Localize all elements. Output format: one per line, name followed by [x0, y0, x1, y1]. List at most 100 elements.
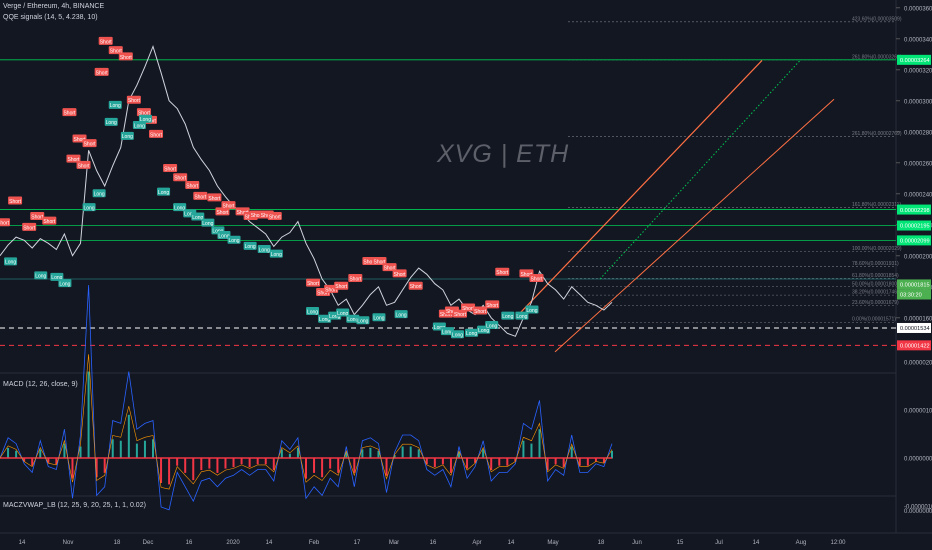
macd-histogram-bar	[127, 414, 130, 459]
short-signal-label: Short	[269, 214, 282, 220]
short-signal-label: Short	[454, 312, 467, 318]
short-signal-marker	[108, 46, 123, 55]
price-badge	[897, 322, 931, 333]
macd-histogram-bar	[498, 458, 501, 466]
short-signal-marker	[461, 303, 476, 312]
macd-histogram-bar	[192, 458, 195, 481]
macd-histogram-bar	[482, 449, 485, 459]
macd-histogram-bar	[554, 458, 557, 465]
time-tick-label: Dec	[143, 540, 154, 546]
macd-histogram-bar	[337, 458, 340, 473]
short-signal-marker	[62, 108, 77, 117]
macd-histogram-bar	[345, 452, 348, 459]
short-signal-label: Short	[150, 132, 163, 138]
short-signal-label: Short	[474, 309, 487, 315]
fib-level-label: 23.60%(0.00001679)	[852, 300, 899, 306]
long-signal-label: Long	[502, 314, 513, 320]
long-signal-marker	[501, 311, 515, 320]
short-signal-marker	[76, 160, 91, 169]
short-signal-marker	[0, 218, 11, 227]
short-signal-label: Short	[31, 214, 44, 220]
macd-histogram-bar	[449, 458, 452, 473]
macd-histogram-bar	[280, 449, 283, 459]
short-signal-label: Short	[96, 70, 109, 76]
short-signal-label: Short	[462, 306, 475, 312]
short-signal-label: Short	[486, 303, 499, 309]
short-signal-marker	[22, 222, 37, 231]
price-badge	[897, 54, 931, 65]
short-signal-label: Short	[223, 204, 236, 210]
short-signal-label: Short	[216, 210, 229, 216]
macd-histogram-bar	[611, 450, 613, 459]
long-signal-label: Long	[134, 123, 145, 129]
short-signal-label: Short	[100, 39, 113, 45]
signal-line	[0, 354, 613, 490]
macd-histogram-bar	[321, 458, 324, 478]
macd-histogram-bar	[401, 446, 404, 459]
price-series-line	[0, 45, 613, 337]
short-signal-label: Short	[394, 272, 407, 278]
short-signal-marker	[372, 256, 387, 265]
short-signal-marker	[136, 108, 151, 117]
long-signal-label: Long	[357, 319, 368, 325]
short-signal-marker	[334, 281, 349, 290]
short-signal-marker	[193, 191, 208, 200]
short-signal-marker	[408, 281, 423, 290]
short-signal-marker	[149, 129, 164, 138]
short-signal-label: Short	[164, 166, 177, 172]
price-badge-label: 0.00002298	[900, 208, 930, 214]
long-signal-marker	[269, 249, 283, 258]
long-signal-marker	[173, 203, 187, 212]
short-signal-marker	[485, 300, 500, 309]
macd-histogram-bar	[538, 429, 541, 459]
macd-histogram-bar	[95, 458, 98, 478]
long-signal-marker	[346, 314, 360, 323]
short-signal-label: Short	[335, 284, 348, 290]
long-signal-label: Long	[110, 103, 121, 109]
long-signal-marker	[394, 310, 408, 319]
fib-level-label: 61.80%(0.00001854)	[852, 273, 899, 279]
macd-histogram-bar	[594, 458, 597, 462]
macd-histogram-bar	[216, 458, 219, 473]
short-signal-marker	[82, 139, 97, 148]
macd-histogram-bar	[39, 449, 42, 459]
short-signal-label: Short	[237, 210, 250, 216]
short-signal-marker	[348, 274, 363, 282]
long-signal-marker	[4, 257, 18, 266]
long-signal-marker	[138, 114, 152, 123]
watermark: XVG | ETH	[437, 140, 570, 168]
fib-level-label: 0.00%(0.00001571)	[852, 317, 896, 323]
short-signal-marker	[207, 193, 222, 202]
short-signal-label: Short	[446, 309, 459, 315]
macd-histogram-bar	[305, 458, 307, 479]
macd-histogram-bar	[272, 458, 275, 471]
long-signal-marker	[191, 212, 205, 221]
macd-histogram-bar	[546, 458, 549, 471]
long-signal-label: Long	[140, 117, 151, 123]
long-signal-marker	[92, 189, 106, 198]
long-signal-label: Long	[35, 274, 46, 280]
macd-histogram-bar	[570, 446, 573, 459]
long-signal-marker	[243, 241, 257, 250]
short-signal-marker	[42, 216, 57, 225]
long-signal-label: Long	[307, 309, 318, 315]
time-tick-label: 14	[266, 540, 273, 546]
short-signal-marker	[30, 212, 45, 220]
macd-histogram-bar	[264, 458, 267, 465]
time-tick-label: Feb	[309, 540, 320, 546]
long-signal-marker	[515, 311, 529, 320]
macd-histogram-bar	[602, 458, 605, 463]
short-signal-label: Short	[384, 266, 397, 272]
macd-histogram-bar	[63, 443, 66, 459]
macd-histogram-bar	[578, 458, 581, 466]
macd-tick-label: 0.00000000	[904, 457, 932, 463]
short-signal-marker	[8, 196, 23, 205]
macd-histogram-bar	[393, 455, 396, 459]
short-signal-marker	[382, 263, 397, 272]
time-tick-label: 18	[114, 540, 121, 546]
fib-level-label: 261.80%(0.00002769)	[852, 131, 902, 137]
